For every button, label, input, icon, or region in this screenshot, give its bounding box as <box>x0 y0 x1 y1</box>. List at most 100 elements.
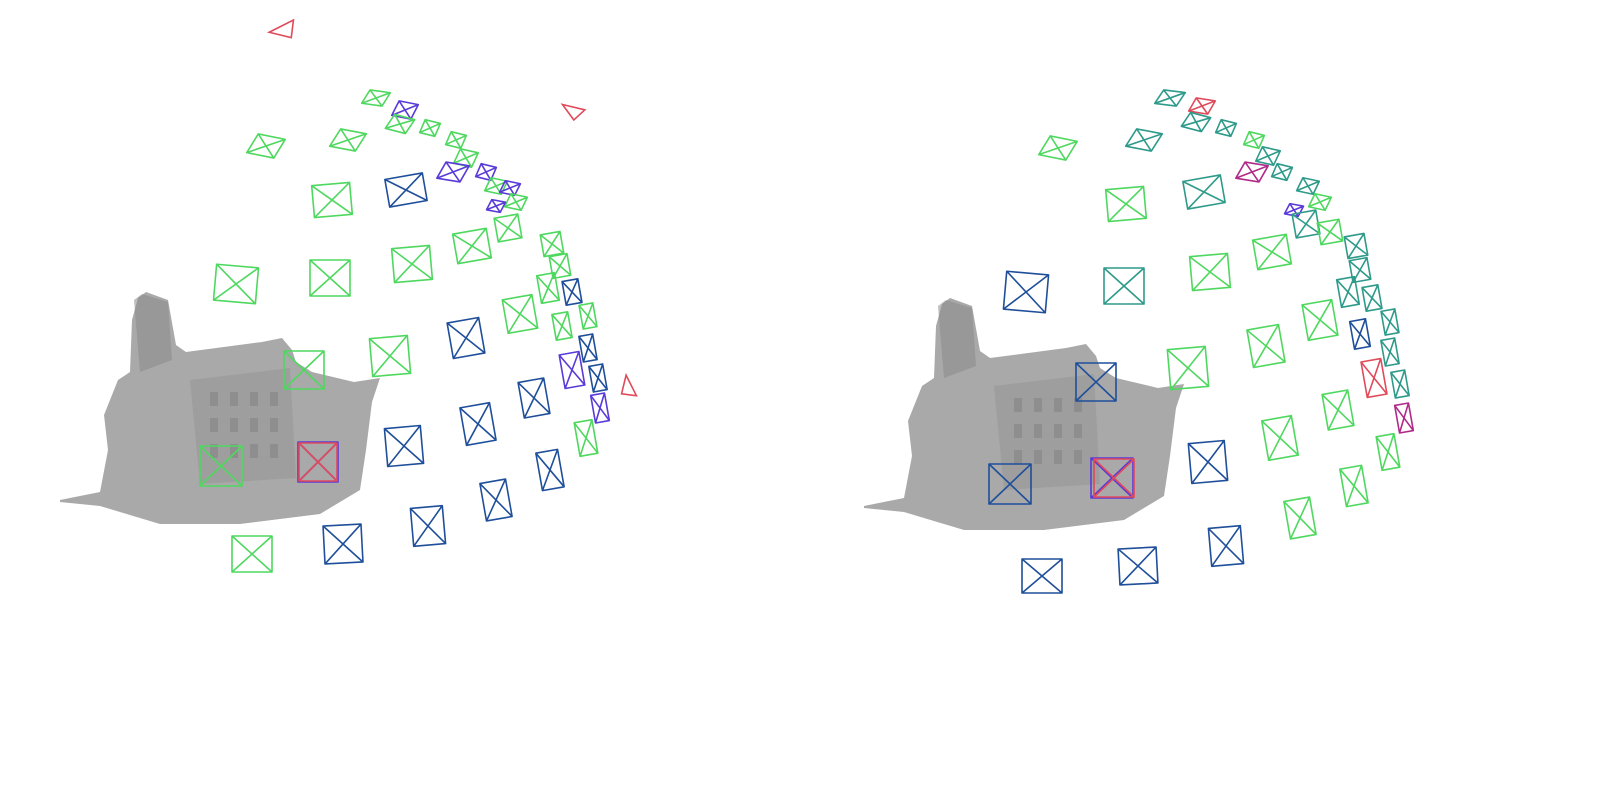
camera-marker <box>199 445 243 487</box>
mesh-window <box>1014 450 1022 464</box>
camera-marker <box>589 392 611 424</box>
mesh-window <box>1014 398 1022 412</box>
camera-marker <box>1124 128 1164 152</box>
camera-marker <box>444 130 468 150</box>
camera-marker <box>1260 414 1300 462</box>
camera-marker <box>501 293 539 335</box>
camera-marker <box>1380 337 1400 367</box>
camera-marker <box>1283 496 1317 540</box>
camera-marker <box>1360 357 1388 399</box>
mesh-facade <box>994 374 1100 490</box>
camera-marker <box>1270 162 1294 182</box>
camera-marker <box>573 418 599 458</box>
camera-marker <box>384 113 416 135</box>
camera-marker <box>578 302 598 330</box>
mesh-window <box>250 444 258 458</box>
mesh-window <box>270 392 278 406</box>
camera-marker <box>493 213 523 243</box>
mesh-window <box>230 392 238 406</box>
camera-marker <box>1037 135 1079 161</box>
camera-marker <box>1295 176 1321 196</box>
camera-marker <box>1316 218 1344 246</box>
camera-marker <box>548 252 572 280</box>
camera-marker <box>310 181 354 219</box>
camera-marker <box>620 372 638 397</box>
camera-marker <box>409 504 447 548</box>
camera-marker <box>390 100 420 120</box>
camera-marker <box>384 172 428 208</box>
right-reconstruction-view <box>864 89 1415 594</box>
camera-marker <box>1291 209 1321 239</box>
camera-marker <box>561 277 583 307</box>
mesh-window <box>1054 398 1062 412</box>
camera-marker <box>503 192 529 212</box>
camera-marker <box>383 424 425 468</box>
camera-marker <box>451 227 493 265</box>
camera-marker <box>1343 232 1369 260</box>
mesh-window <box>1014 424 1022 438</box>
camera-marker <box>988 463 1032 505</box>
camera-marker <box>368 334 412 378</box>
camera-marker <box>1390 369 1410 399</box>
camera-marker <box>588 363 608 393</box>
camera-marker <box>283 350 325 390</box>
camera-marker <box>1180 111 1212 133</box>
camera-marker <box>558 350 586 390</box>
camera-marker <box>1251 233 1293 271</box>
mesh-window <box>1034 398 1042 412</box>
building-mesh <box>60 292 380 524</box>
camera-marker <box>1307 192 1333 212</box>
mesh-facade <box>190 368 296 484</box>
camera-marker <box>485 198 507 214</box>
camera-marker <box>1375 432 1401 472</box>
mesh-window <box>250 392 258 406</box>
camera-marker <box>436 161 470 183</box>
camera-marker <box>1103 267 1145 305</box>
mesh-window <box>270 444 278 458</box>
camera-marker <box>1117 546 1159 586</box>
mesh-window <box>1034 424 1042 438</box>
camera-marker <box>1380 308 1400 336</box>
camera-marker <box>535 271 561 305</box>
camera-marker <box>390 244 434 284</box>
camera-marker <box>1002 270 1050 314</box>
camera-marker <box>1242 130 1266 150</box>
camera-marker <box>322 523 364 565</box>
camera-marker <box>498 179 522 197</box>
mesh-window <box>1054 450 1062 464</box>
camera-marker <box>1246 323 1286 369</box>
camera-marker <box>446 316 486 360</box>
camera-marker <box>1166 345 1210 391</box>
mesh-window <box>270 418 278 432</box>
camera-marker <box>1348 318 1372 350</box>
camera-marker <box>1187 97 1217 115</box>
camera-marker <box>212 263 260 305</box>
left-reconstruction-view <box>60 18 638 573</box>
building-mesh <box>864 298 1184 530</box>
mesh-window <box>230 418 238 432</box>
camera-marker <box>1075 362 1117 402</box>
camera-marker <box>266 18 295 39</box>
camera-marker <box>309 259 351 297</box>
camera-marker <box>418 118 442 138</box>
camera-marker <box>551 311 573 341</box>
camera-marker <box>1021 558 1063 594</box>
mesh-window <box>1074 450 1082 464</box>
camera-marker <box>535 448 565 492</box>
camera-marker <box>245 133 287 159</box>
mesh-window <box>250 418 258 432</box>
camera-marker <box>1182 174 1226 210</box>
camera-marker <box>1104 185 1148 223</box>
camera-marker <box>1339 464 1369 508</box>
camera-marker <box>328 128 368 152</box>
mesh-window <box>1034 450 1042 464</box>
camera-marker <box>1214 118 1238 138</box>
camera-marker <box>298 442 338 482</box>
camera-marker <box>578 333 598 363</box>
camera-marker <box>360 89 392 107</box>
mesh-window <box>230 444 238 458</box>
camera-marker <box>231 535 273 573</box>
camera-marker <box>560 103 587 122</box>
mesh-window <box>210 418 218 432</box>
